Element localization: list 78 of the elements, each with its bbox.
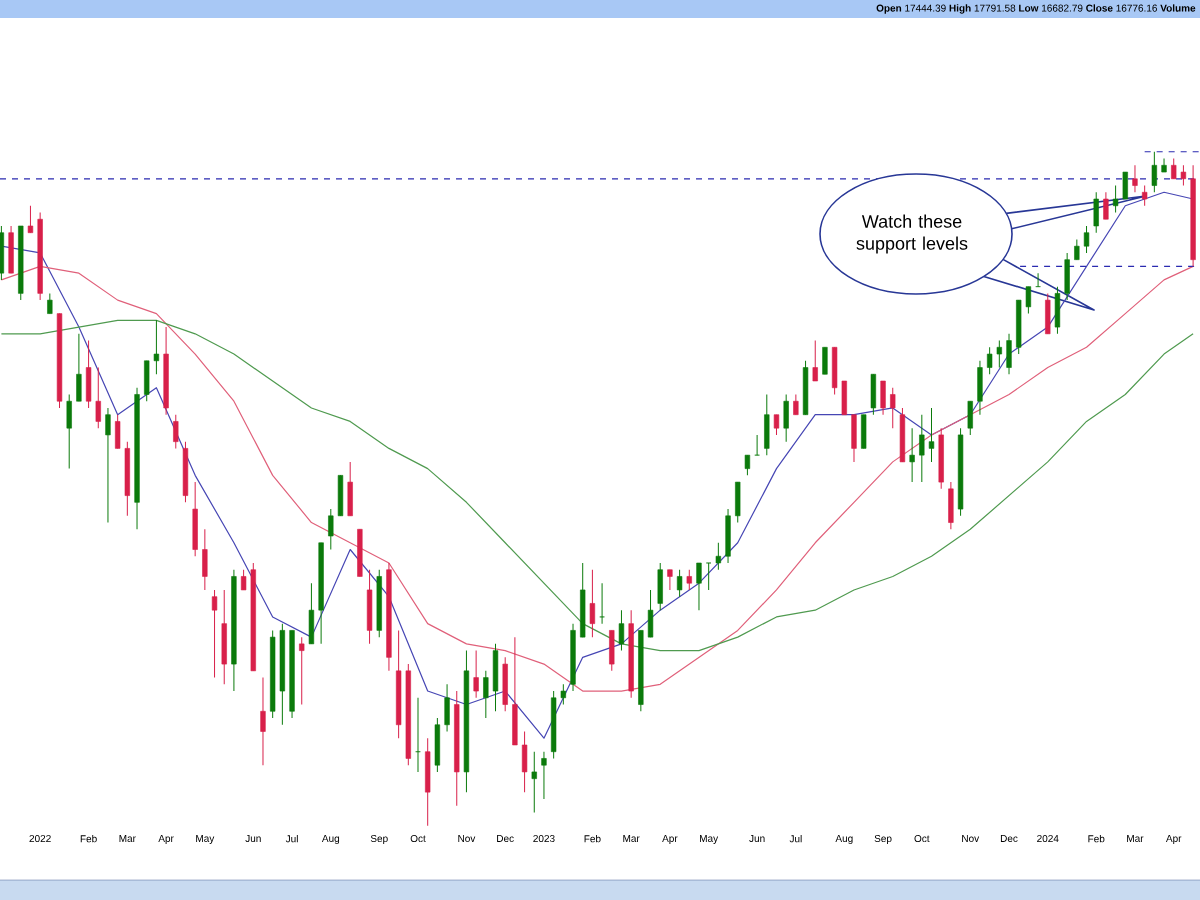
candlestick [822,346,828,375]
candlestick [492,643,499,712]
candlestick [444,683,450,732]
candlestick [502,656,508,712]
candlestick [347,461,353,517]
candlestick [1132,164,1138,193]
candlestick [173,414,179,449]
candlestick [589,569,596,638]
candlestick [909,427,915,483]
candlestick [531,751,537,813]
candlestick [202,528,208,591]
candlestick [676,569,683,598]
candlestick [47,292,53,315]
candlestick [1064,252,1070,301]
candlestick [735,481,741,524]
candlestick [793,393,799,416]
candlestick [1161,158,1167,173]
candlestick [773,414,780,436]
candlestick [260,677,266,766]
candlestick [744,454,751,476]
candlestick [580,562,586,638]
candlestick [521,731,528,793]
candlestick [1151,151,1157,193]
candlestick [221,589,227,685]
candlestick [1006,333,1012,375]
candlestick [880,380,886,416]
candlestick [8,225,14,274]
candlestick [541,751,547,800]
candlestick [715,542,722,571]
candlestick [366,569,373,645]
candlestick [182,441,189,503]
candlestick [1083,225,1090,254]
candlestick [473,650,479,699]
candlestick [783,393,789,443]
candlestick [76,333,82,402]
candlestick [1045,292,1051,335]
candlestick [1103,191,1109,220]
candlestick [657,562,663,611]
candlestick [647,589,654,638]
candlestick [192,481,198,557]
candlestick [667,569,673,591]
candlestick [1074,238,1080,261]
candlestick [686,569,692,591]
candlestick [812,340,818,382]
candlestick [357,528,363,577]
candlestick [725,508,731,564]
candlestick [764,393,770,456]
candlestick [706,562,712,591]
candlestick [890,387,896,429]
candlestick [851,414,857,463]
candlestick [1093,191,1099,234]
candlestick [599,582,605,625]
candlestick [802,360,809,416]
candlestick [948,481,954,530]
candlestick [609,629,615,672]
annotation: Watch these support levels [856,214,968,254]
candlestick [483,670,489,719]
candlestick [861,414,867,449]
candlestick [1142,185,1148,207]
candlestick [308,582,315,645]
candlestick [105,407,111,524]
candlestick [870,373,877,416]
candlestick [66,393,72,470]
candlestick [425,737,431,827]
candlestick [512,636,518,746]
candlestick [0,225,5,281]
candlestick [1054,286,1061,335]
candlestick [938,427,944,490]
candlestick [899,407,906,463]
candlestick [696,562,702,611]
candlestick [27,205,34,234]
candlestick [967,400,973,436]
candlestick [618,609,625,652]
candlestick [299,636,305,706]
candlestick [211,589,218,679]
candlestick [754,434,760,456]
candlestick [977,360,983,416]
candlestick [434,717,441,773]
